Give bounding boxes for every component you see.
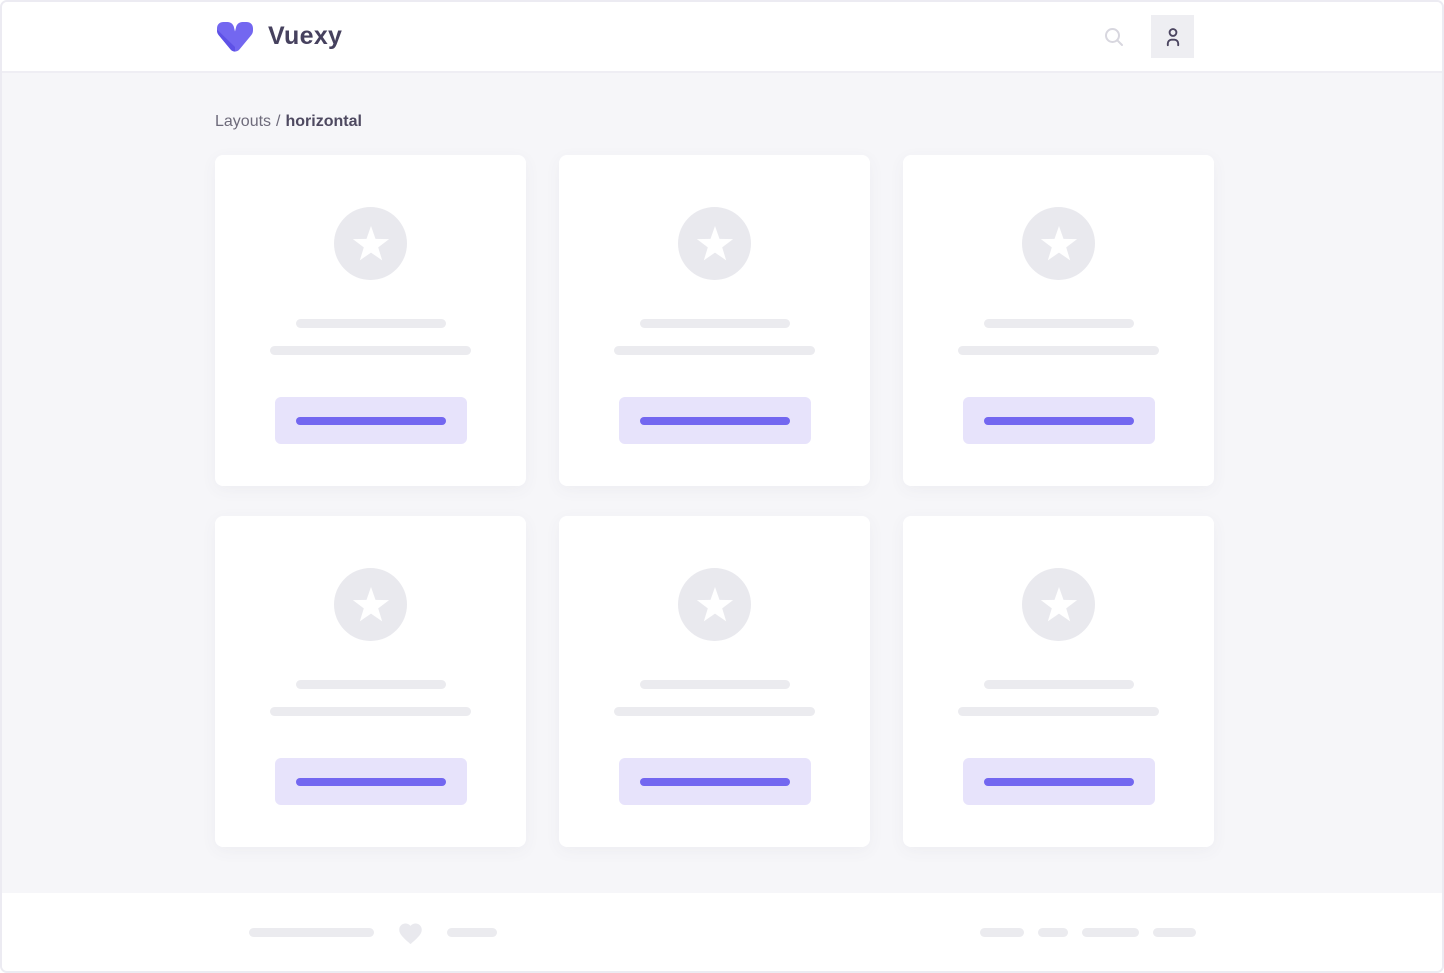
star-icon [352,586,390,623]
image-placeholder [1022,568,1095,641]
search-icon[interactable] [1102,25,1126,49]
text-line-placeholder [983,319,1134,328]
text-line-placeholder [270,707,471,716]
placeholder-card [559,516,870,847]
brand-name: Vuexy [268,22,343,50]
heart-icon [397,920,424,945]
button-label-placeholder [639,777,790,786]
button-placeholder[interactable] [274,397,467,444]
star-icon [352,225,390,262]
breadcrumb-current: horizontal [285,113,362,130]
text-line-placeholder [295,319,446,328]
footer-pill-placeholder [980,927,1024,937]
text-line-placeholder [614,707,815,716]
breadcrumb: Layouts / horizontal [215,73,1215,131]
image-placeholder [334,207,407,280]
button-placeholder[interactable] [618,758,811,805]
placeholder-card [559,155,870,486]
image-placeholder [334,568,407,641]
text-line-placeholder [614,346,815,355]
breadcrumb-section: Layouts [215,113,272,130]
button-label-placeholder [983,777,1134,786]
star-icon [1040,225,1078,262]
person-icon [1161,25,1185,49]
button-placeholder[interactable] [274,758,467,805]
image-placeholder [678,207,751,280]
brand[interactable]: Vuexy [215,20,342,54]
placeholder-card [903,155,1214,486]
placeholder-card [215,155,526,486]
image-placeholder [678,568,751,641]
button-label-placeholder [639,416,790,425]
header-actions [1102,15,1194,58]
footer-line-placeholder [447,927,497,937]
button-placeholder[interactable] [962,397,1155,444]
text-line-placeholder [958,346,1159,355]
footer-pill-placeholder [1082,927,1139,937]
vuexy-v-logo-icon [215,20,255,54]
placeholder-card [215,516,526,847]
text-line-placeholder [958,707,1159,716]
button-placeholder[interactable] [962,758,1155,805]
button-placeholder[interactable] [618,397,811,444]
footer-right-placeholders [980,927,1196,937]
text-line-placeholder [639,319,790,328]
footer-line-placeholder [249,927,374,937]
button-label-placeholder [295,416,446,425]
user-avatar[interactable] [1151,15,1194,58]
app-header: Vuexy [2,2,1442,73]
placeholder-card [903,516,1214,847]
star-icon [696,586,734,623]
star-icon [696,225,734,262]
star-icon [1040,586,1078,623]
app-footer [2,893,1442,971]
text-line-placeholder [983,680,1134,689]
text-line-placeholder [270,346,471,355]
footer-pill-placeholder [1038,927,1068,937]
footer-left-placeholders [249,920,497,945]
button-label-placeholder [983,416,1134,425]
text-line-placeholder [639,680,790,689]
button-label-placeholder [295,777,446,786]
card-grid [215,155,1215,847]
content-area: Layouts / horizontal [2,73,1442,893]
footer-pill-placeholder [1153,927,1196,937]
text-line-placeholder [295,680,446,689]
image-placeholder [1022,207,1095,280]
breadcrumb-separator: / [276,113,281,130]
